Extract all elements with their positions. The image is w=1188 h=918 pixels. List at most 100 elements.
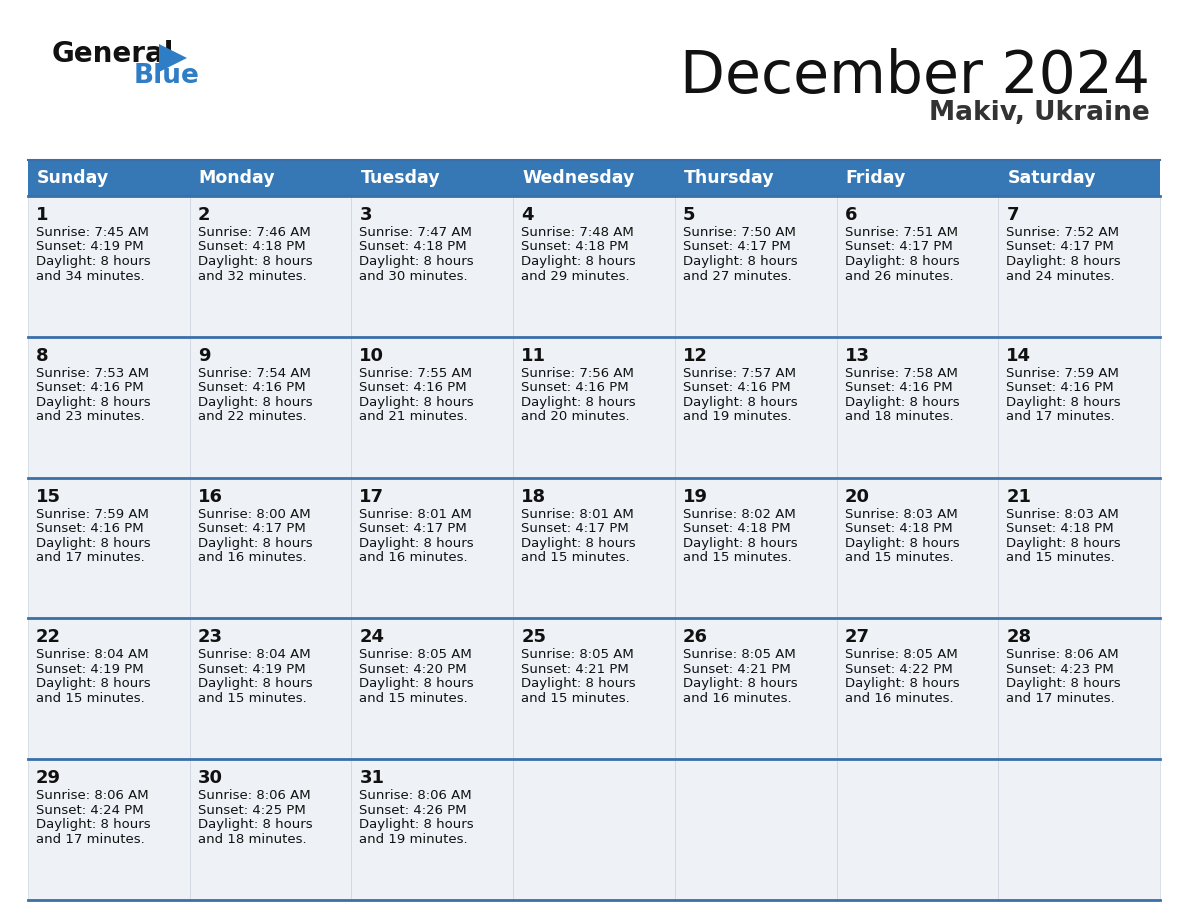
Text: and 15 minutes.: and 15 minutes.	[845, 551, 953, 564]
Text: and 16 minutes.: and 16 minutes.	[360, 551, 468, 564]
Text: Sunset: 4:16 PM: Sunset: 4:16 PM	[683, 381, 790, 395]
Text: 3: 3	[360, 206, 372, 224]
Text: General: General	[52, 40, 175, 68]
Text: Daylight: 8 hours: Daylight: 8 hours	[845, 677, 959, 690]
Text: Daylight: 8 hours: Daylight: 8 hours	[36, 255, 151, 268]
Text: Sunset: 4:16 PM: Sunset: 4:16 PM	[522, 381, 628, 395]
Text: Sunrise: 8:02 AM: Sunrise: 8:02 AM	[683, 508, 796, 521]
Text: 29: 29	[36, 769, 61, 788]
Text: Sunrise: 8:03 AM: Sunrise: 8:03 AM	[1006, 508, 1119, 521]
Bar	[513, 196, 675, 337]
Text: Daylight: 8 hours: Daylight: 8 hours	[360, 818, 474, 831]
Bar	[29, 619, 190, 759]
Bar	[836, 759, 998, 900]
Text: 5: 5	[683, 206, 695, 224]
Text: Sunrise: 7:58 AM: Sunrise: 7:58 AM	[845, 367, 958, 380]
Bar	[836, 619, 998, 759]
Bar	[998, 619, 1159, 759]
Bar	[998, 759, 1159, 900]
Bar	[836, 477, 998, 619]
Text: Daylight: 8 hours: Daylight: 8 hours	[360, 677, 474, 690]
Text: 26: 26	[683, 629, 708, 646]
Text: Sunset: 4:24 PM: Sunset: 4:24 PM	[36, 803, 144, 817]
Text: Sunset: 4:20 PM: Sunset: 4:20 PM	[360, 663, 467, 676]
Text: 25: 25	[522, 629, 546, 646]
Text: 12: 12	[683, 347, 708, 364]
Text: Sunset: 4:16 PM: Sunset: 4:16 PM	[845, 381, 953, 395]
Text: Daylight: 8 hours: Daylight: 8 hours	[1006, 677, 1121, 690]
Text: Sunrise: 8:06 AM: Sunrise: 8:06 AM	[360, 789, 472, 802]
Text: Daylight: 8 hours: Daylight: 8 hours	[197, 396, 312, 409]
Text: Friday: Friday	[846, 169, 906, 187]
Text: Sunset: 4:18 PM: Sunset: 4:18 PM	[683, 522, 790, 535]
Bar	[29, 160, 1159, 196]
Text: Sunset: 4:17 PM: Sunset: 4:17 PM	[197, 522, 305, 535]
Bar	[836, 337, 998, 477]
Text: Daylight: 8 hours: Daylight: 8 hours	[522, 677, 636, 690]
Text: Sunrise: 8:05 AM: Sunrise: 8:05 AM	[845, 648, 958, 661]
Text: and 20 minutes.: and 20 minutes.	[522, 410, 630, 423]
Text: and 17 minutes.: and 17 minutes.	[1006, 692, 1116, 705]
Bar	[190, 477, 352, 619]
Text: Sunset: 4:17 PM: Sunset: 4:17 PM	[522, 522, 628, 535]
Text: Sunrise: 7:59 AM: Sunrise: 7:59 AM	[36, 508, 148, 521]
Text: Sunset: 4:18 PM: Sunset: 4:18 PM	[197, 241, 305, 253]
Text: Blue: Blue	[134, 63, 200, 89]
Text: and 18 minutes.: and 18 minutes.	[197, 833, 307, 845]
Bar	[352, 196, 513, 337]
Text: 7: 7	[1006, 206, 1019, 224]
Text: Daylight: 8 hours: Daylight: 8 hours	[1006, 537, 1121, 550]
Bar	[675, 196, 836, 337]
Bar	[513, 477, 675, 619]
Text: Daylight: 8 hours: Daylight: 8 hours	[845, 396, 959, 409]
Text: Monday: Monday	[198, 169, 276, 187]
Text: Sunrise: 8:06 AM: Sunrise: 8:06 AM	[36, 789, 148, 802]
Bar	[29, 196, 190, 337]
Text: and 16 minutes.: and 16 minutes.	[845, 692, 953, 705]
Text: Sunrise: 8:05 AM: Sunrise: 8:05 AM	[360, 648, 472, 661]
Text: Daylight: 8 hours: Daylight: 8 hours	[36, 818, 151, 831]
Bar	[513, 337, 675, 477]
Text: 30: 30	[197, 769, 222, 788]
Text: Sunrise: 7:50 AM: Sunrise: 7:50 AM	[683, 226, 796, 239]
Text: Sunrise: 7:52 AM: Sunrise: 7:52 AM	[1006, 226, 1119, 239]
Text: and 18 minutes.: and 18 minutes.	[845, 410, 953, 423]
Text: Daylight: 8 hours: Daylight: 8 hours	[522, 255, 636, 268]
Text: 17: 17	[360, 487, 385, 506]
Text: 18: 18	[522, 487, 546, 506]
Bar	[352, 477, 513, 619]
Text: and 15 minutes.: and 15 minutes.	[36, 692, 145, 705]
Text: 28: 28	[1006, 629, 1031, 646]
Text: and 17 minutes.: and 17 minutes.	[36, 551, 145, 564]
Text: Daylight: 8 hours: Daylight: 8 hours	[197, 537, 312, 550]
Bar	[29, 477, 190, 619]
Text: Sunrise: 7:57 AM: Sunrise: 7:57 AM	[683, 367, 796, 380]
Bar	[190, 759, 352, 900]
Text: Sunset: 4:16 PM: Sunset: 4:16 PM	[36, 381, 144, 395]
Text: Saturday: Saturday	[1007, 169, 1095, 187]
Text: Daylight: 8 hours: Daylight: 8 hours	[197, 818, 312, 831]
Text: 21: 21	[1006, 487, 1031, 506]
Text: Sunrise: 7:51 AM: Sunrise: 7:51 AM	[845, 226, 958, 239]
Text: 9: 9	[197, 347, 210, 364]
Text: Sunset: 4:17 PM: Sunset: 4:17 PM	[845, 241, 953, 253]
Text: Daylight: 8 hours: Daylight: 8 hours	[360, 396, 474, 409]
Text: and 30 minutes.: and 30 minutes.	[360, 270, 468, 283]
Text: Daylight: 8 hours: Daylight: 8 hours	[522, 396, 636, 409]
Text: and 15 minutes.: and 15 minutes.	[683, 551, 791, 564]
Bar	[29, 337, 190, 477]
Text: and 21 minutes.: and 21 minutes.	[360, 410, 468, 423]
Text: Sunrise: 7:53 AM: Sunrise: 7:53 AM	[36, 367, 148, 380]
Text: Sunday: Sunday	[37, 169, 109, 187]
Text: Daylight: 8 hours: Daylight: 8 hours	[845, 537, 959, 550]
Text: Sunrise: 7:55 AM: Sunrise: 7:55 AM	[360, 367, 473, 380]
Text: Sunrise: 8:05 AM: Sunrise: 8:05 AM	[683, 648, 796, 661]
Bar	[675, 759, 836, 900]
Text: Sunset: 4:17 PM: Sunset: 4:17 PM	[1006, 241, 1114, 253]
Text: 20: 20	[845, 487, 870, 506]
Text: Sunrise: 7:54 AM: Sunrise: 7:54 AM	[197, 367, 310, 380]
Text: 2: 2	[197, 206, 210, 224]
Text: December 2024: December 2024	[680, 48, 1150, 105]
Text: and 19 minutes.: and 19 minutes.	[683, 410, 791, 423]
Text: Sunrise: 8:06 AM: Sunrise: 8:06 AM	[197, 789, 310, 802]
